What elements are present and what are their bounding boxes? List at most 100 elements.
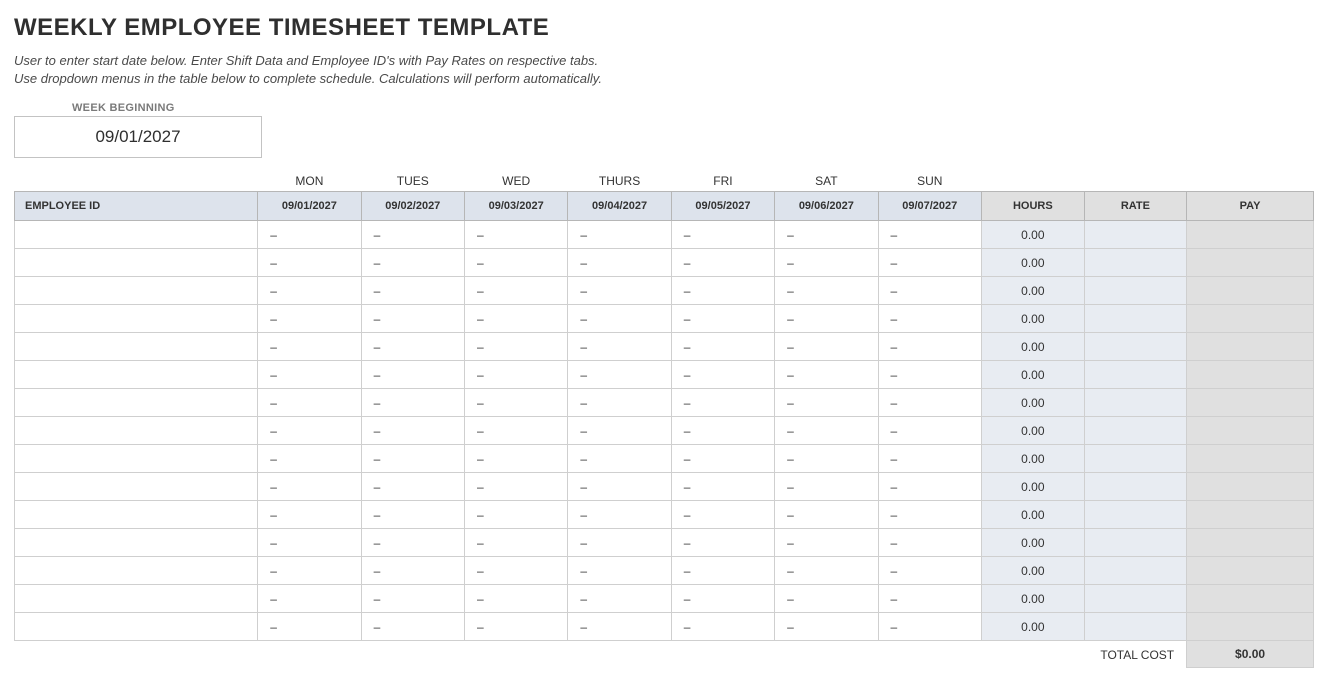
day-cell[interactable]: – — [878, 585, 981, 613]
day-cell[interactable]: – — [568, 361, 671, 389]
day-cell[interactable]: – — [361, 361, 464, 389]
day-cell[interactable]: – — [361, 557, 464, 585]
day-cell[interactable]: – — [361, 333, 464, 361]
day-cell[interactable]: – — [775, 361, 878, 389]
day-cell[interactable]: – — [361, 445, 464, 473]
day-cell[interactable]: – — [775, 501, 878, 529]
day-cell[interactable]: – — [671, 585, 774, 613]
day-cell[interactable]: – — [878, 473, 981, 501]
day-cell[interactable]: – — [568, 417, 671, 445]
day-cell[interactable]: – — [568, 333, 671, 361]
day-cell[interactable]: – — [464, 473, 567, 501]
day-cell[interactable]: – — [671, 417, 774, 445]
employee-id-cell[interactable] — [15, 305, 258, 333]
employee-id-cell[interactable] — [15, 501, 258, 529]
day-cell[interactable]: – — [464, 221, 567, 249]
day-cell[interactable]: – — [258, 249, 361, 277]
day-cell[interactable]: – — [464, 389, 567, 417]
day-cell[interactable]: – — [464, 361, 567, 389]
day-cell[interactable]: – — [878, 221, 981, 249]
day-cell[interactable]: – — [361, 501, 464, 529]
employee-id-cell[interactable] — [15, 585, 258, 613]
day-cell[interactable]: – — [464, 585, 567, 613]
day-cell[interactable]: – — [671, 305, 774, 333]
day-cell[interactable]: – — [671, 277, 774, 305]
employee-id-cell[interactable] — [15, 221, 258, 249]
day-cell[interactable]: – — [878, 445, 981, 473]
day-cell[interactable]: – — [568, 249, 671, 277]
day-cell[interactable]: – — [568, 613, 671, 641]
day-cell[interactable]: – — [878, 277, 981, 305]
day-cell[interactable]: – — [775, 249, 878, 277]
day-cell[interactable]: – — [464, 277, 567, 305]
employee-id-cell[interactable] — [15, 333, 258, 361]
day-cell[interactable]: – — [464, 305, 567, 333]
day-cell[interactable]: – — [361, 277, 464, 305]
day-cell[interactable]: – — [361, 417, 464, 445]
day-cell[interactable]: – — [878, 417, 981, 445]
employee-id-cell[interactable] — [15, 417, 258, 445]
day-cell[interactable]: – — [361, 249, 464, 277]
day-cell[interactable]: – — [258, 333, 361, 361]
day-cell[interactable]: – — [775, 529, 878, 557]
day-cell[interactable]: – — [464, 417, 567, 445]
day-cell[interactable]: – — [671, 613, 774, 641]
day-cell[interactable]: – — [464, 249, 567, 277]
week-beginning-input[interactable]: 09/01/2027 — [14, 116, 262, 158]
day-cell[interactable]: – — [258, 277, 361, 305]
day-cell[interactable]: – — [878, 557, 981, 585]
day-cell[interactable]: – — [568, 277, 671, 305]
employee-id-cell[interactable] — [15, 529, 258, 557]
day-cell[interactable]: – — [568, 557, 671, 585]
day-cell[interactable]: – — [361, 389, 464, 417]
day-cell[interactable]: – — [878, 389, 981, 417]
day-cell[interactable]: – — [671, 557, 774, 585]
day-cell[interactable]: – — [775, 277, 878, 305]
day-cell[interactable]: – — [878, 361, 981, 389]
day-cell[interactable]: – — [258, 305, 361, 333]
day-cell[interactable]: – — [878, 305, 981, 333]
day-cell[interactable]: – — [671, 445, 774, 473]
day-cell[interactable]: – — [568, 389, 671, 417]
day-cell[interactable]: – — [568, 529, 671, 557]
day-cell[interactable]: – — [671, 221, 774, 249]
day-cell[interactable]: – — [361, 221, 464, 249]
employee-id-cell[interactable] — [15, 249, 258, 277]
day-cell[interactable]: – — [464, 613, 567, 641]
day-cell[interactable]: – — [878, 249, 981, 277]
employee-id-cell[interactable] — [15, 473, 258, 501]
day-cell[interactable]: – — [878, 333, 981, 361]
day-cell[interactable]: – — [775, 445, 878, 473]
day-cell[interactable]: – — [361, 585, 464, 613]
day-cell[interactable]: – — [258, 613, 361, 641]
day-cell[interactable]: – — [568, 305, 671, 333]
day-cell[interactable]: – — [258, 501, 361, 529]
day-cell[interactable]: – — [671, 333, 774, 361]
day-cell[interactable]: – — [361, 473, 464, 501]
employee-id-cell[interactable] — [15, 389, 258, 417]
day-cell[interactable]: – — [464, 445, 567, 473]
day-cell[interactable]: – — [258, 585, 361, 613]
day-cell[interactable]: – — [258, 417, 361, 445]
day-cell[interactable]: – — [464, 333, 567, 361]
day-cell[interactable]: – — [464, 529, 567, 557]
day-cell[interactable]: – — [775, 557, 878, 585]
day-cell[interactable]: – — [568, 585, 671, 613]
day-cell[interactable]: – — [775, 613, 878, 641]
day-cell[interactable]: – — [568, 473, 671, 501]
day-cell[interactable]: – — [464, 557, 567, 585]
day-cell[interactable]: – — [878, 501, 981, 529]
employee-id-cell[interactable] — [15, 361, 258, 389]
day-cell[interactable]: – — [464, 501, 567, 529]
day-cell[interactable]: – — [671, 249, 774, 277]
day-cell[interactable]: – — [671, 473, 774, 501]
day-cell[interactable]: – — [258, 473, 361, 501]
day-cell[interactable]: – — [258, 529, 361, 557]
day-cell[interactable]: – — [361, 305, 464, 333]
day-cell[interactable]: – — [361, 529, 464, 557]
day-cell[interactable]: – — [671, 529, 774, 557]
day-cell[interactable]: – — [775, 417, 878, 445]
day-cell[interactable]: – — [775, 305, 878, 333]
day-cell[interactable]: – — [258, 221, 361, 249]
day-cell[interactable]: – — [568, 445, 671, 473]
